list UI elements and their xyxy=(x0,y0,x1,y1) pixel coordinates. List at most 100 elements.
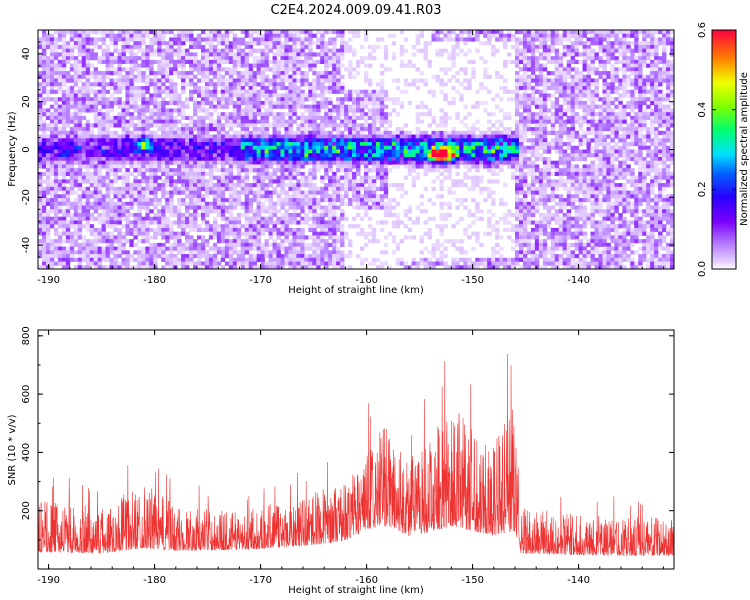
heatmap-cell xyxy=(197,44,202,50)
heatmap-cell xyxy=(49,265,55,269)
heatmap-cell xyxy=(57,30,63,35)
heatmap-cell xyxy=(117,30,122,35)
heatmap-cell xyxy=(81,190,87,195)
heatmap-cell xyxy=(284,201,289,206)
heatmap-cell xyxy=(260,149,265,154)
heatmap-cell xyxy=(256,227,262,233)
heatmap-cell xyxy=(332,250,337,255)
heatmap-cell xyxy=(256,153,262,158)
heatmap-cell xyxy=(193,201,198,206)
heatmap-cell xyxy=(61,52,67,57)
heatmap-cell xyxy=(165,134,170,139)
heatmap-cell xyxy=(260,71,265,76)
heatmap-cell xyxy=(280,97,285,102)
heatmap-cell xyxy=(236,93,242,98)
heatmap-cell xyxy=(244,59,250,65)
heatmap-cell xyxy=(419,138,424,143)
heatmap-cell xyxy=(161,63,166,68)
heatmap-cell xyxy=(197,156,202,162)
heatmap-cell xyxy=(391,145,397,150)
heatmap-cell xyxy=(383,261,389,266)
heatmap-cell xyxy=(212,242,218,247)
heatmap-cell xyxy=(212,134,218,139)
heatmap-cell xyxy=(256,198,262,203)
heatmap-cell xyxy=(141,239,146,244)
heatmap-cell xyxy=(85,52,91,57)
heatmap-cell xyxy=(41,198,47,203)
heatmap-cell xyxy=(77,100,83,106)
heatmap-cell xyxy=(232,52,238,57)
heatmap-cell xyxy=(300,123,305,128)
heatmap-cell xyxy=(153,190,158,195)
heatmap-cell xyxy=(367,138,373,143)
heatmap-cell xyxy=(77,123,83,128)
heatmap-cell xyxy=(53,179,59,184)
heatmap-cell xyxy=(220,190,226,195)
heatmap-cell xyxy=(276,30,281,35)
heatmap-cell xyxy=(45,201,51,206)
heatmap-cell xyxy=(153,227,158,233)
heatmap-cell xyxy=(200,123,206,128)
heatmap-cell xyxy=(212,153,218,158)
heatmap-cell xyxy=(85,171,91,177)
heatmap-cell xyxy=(264,37,269,42)
heatmap-cell xyxy=(145,123,150,128)
heatmap-cell xyxy=(228,123,234,128)
heatmap-cell xyxy=(185,261,190,266)
heatmap-cell xyxy=(57,52,63,57)
heatmap-cell xyxy=(328,183,333,188)
heatmap-cell xyxy=(224,67,230,72)
heatmap-cell xyxy=(65,171,71,177)
heatmap-cell xyxy=(197,100,202,106)
heatmap-cell xyxy=(280,156,285,162)
heatmap-cell xyxy=(101,78,106,83)
heatmap-cell xyxy=(407,59,413,65)
heatmap-cell xyxy=(356,123,361,128)
heatmap-cell xyxy=(165,30,170,35)
heatmap-cell xyxy=(383,149,389,154)
heatmap-cell xyxy=(117,71,122,76)
heatmap-cell xyxy=(419,194,424,199)
heatmap-cell xyxy=(129,190,134,195)
heatmap-cell xyxy=(41,127,47,132)
heatmap-cell xyxy=(216,261,222,266)
heatmap-cell xyxy=(228,209,234,214)
heatmap-cell xyxy=(224,239,230,244)
heatmap-cell xyxy=(256,156,262,162)
heatmap-cell xyxy=(427,250,432,255)
heatmap-cell xyxy=(125,145,130,150)
heatmap-cell xyxy=(260,201,265,206)
heatmap-cell xyxy=(141,149,146,154)
heatmap-cell xyxy=(89,179,95,184)
heatmap-cell xyxy=(308,183,313,188)
heatmap-cell xyxy=(312,257,317,262)
heatmap-cell xyxy=(77,224,83,229)
heatmap-cell xyxy=(240,201,246,206)
heatmap-cell xyxy=(101,112,106,117)
heatmap-cell xyxy=(169,179,174,184)
heatmap-cell xyxy=(399,194,405,199)
heatmap-cell xyxy=(260,254,265,259)
heatmap-cell xyxy=(133,186,138,191)
heatmap-cell xyxy=(137,30,142,35)
heatmap-cell xyxy=(320,209,325,214)
heatmap-cell xyxy=(415,41,421,46)
heatmap-cell xyxy=(165,127,170,132)
heatmap-cell xyxy=(189,130,194,135)
heatmap-cell xyxy=(367,78,373,83)
heatmap-cell xyxy=(304,52,309,57)
heatmap-cell xyxy=(284,145,289,150)
heatmap-cell xyxy=(216,56,222,61)
heatmap-cell xyxy=(97,30,103,35)
heatmap-cell xyxy=(105,156,110,162)
heatmap-cell xyxy=(340,108,345,113)
heatmap-cell xyxy=(224,231,230,236)
heatmap-cell xyxy=(200,86,206,91)
heatmap-cell xyxy=(181,156,186,162)
heatmap-cell xyxy=(185,235,190,240)
heatmap-cell xyxy=(427,156,432,162)
heatmap-cell xyxy=(121,67,126,72)
heatmap-cell xyxy=(332,41,337,46)
heatmap-cell xyxy=(165,216,170,221)
heatmap-cell xyxy=(256,239,262,244)
